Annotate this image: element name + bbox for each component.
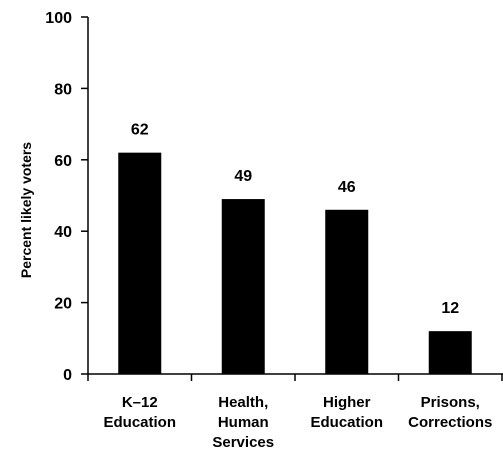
y-tick-label: 60	[54, 153, 72, 170]
y-axis-title: Percent likely voters	[18, 142, 34, 278]
x-tick-label: Education	[310, 414, 383, 431]
data-label: 62	[131, 122, 149, 139]
x-tick-label: K–12	[122, 394, 158, 411]
x-tick-label: Services	[212, 434, 274, 451]
plot-area: 0 20 40 60 80 100 62 K–12 Education 49 Health, Huma…	[45, 10, 503, 451]
bar	[221, 199, 265, 374]
y-tick-label: 0	[63, 367, 72, 384]
data-label: 49	[234, 168, 252, 185]
data-label: 46	[338, 179, 356, 196]
data-label: 12	[441, 300, 459, 317]
x-tick-label: Prisons,	[421, 394, 480, 411]
x-tick-label: Health,	[218, 394, 268, 411]
y-tick-label: 20	[54, 296, 72, 313]
x-tick-label: Higher	[323, 394, 371, 411]
x-tick-label: Corrections	[408, 414, 492, 431]
bar	[118, 152, 162, 374]
y-tick-label: 40	[54, 224, 72, 241]
y-tick-label: 80	[54, 81, 72, 98]
bar	[325, 209, 369, 374]
bar	[428, 331, 472, 374]
x-tick-label: Human	[218, 414, 269, 431]
x-tick-label: Education	[103, 414, 176, 431]
y-tick-label: 100	[45, 10, 72, 27]
